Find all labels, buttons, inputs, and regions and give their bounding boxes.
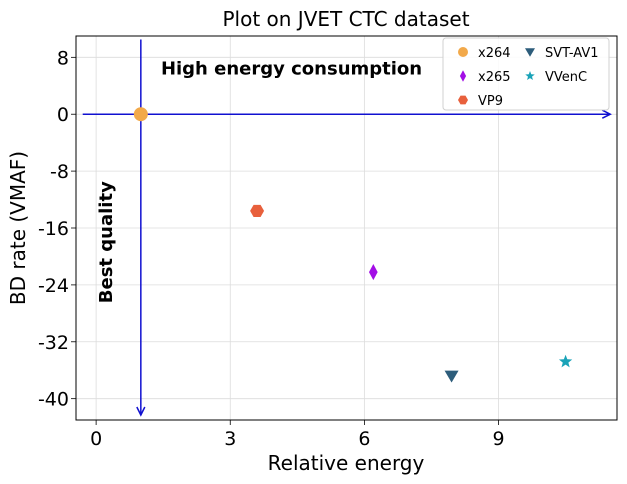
annotations: High energy consumption Best quality — [96, 58, 422, 303]
point-vvenc — [558, 354, 573, 368]
legend-marker-x264 — [458, 47, 468, 57]
x-tick-label: 6 — [358, 428, 370, 450]
legend-label-x264: x264 — [478, 46, 511, 61]
legend-label-svt-av1: SVT-AV1 — [545, 46, 599, 61]
y-axis-label: BD rate (VMAF) — [6, 151, 30, 305]
legend-marker-svt-av1 — [525, 48, 535, 57]
point-svt-av1 — [444, 370, 459, 383]
legend-marker-vvenc — [525, 71, 535, 81]
legend-label-vvenc: VVenC — [545, 70, 587, 85]
x-axis-label: Relative energy — [268, 451, 425, 475]
y-tick-label: 0 — [57, 104, 69, 126]
x-tick-label: 3 — [224, 428, 236, 450]
vertical-arrow-head — [136, 406, 146, 417]
x-tick-label: 9 — [492, 428, 504, 450]
data-points — [133, 107, 573, 383]
y-tick-label: -16 — [38, 218, 69, 240]
annotation-best-quality: Best quality — [96, 181, 117, 303]
legend-marker-x265 — [459, 70, 467, 82]
legend-marker-vp9 — [458, 95, 468, 105]
y-tick-label: -24 — [38, 275, 69, 297]
point-x264 — [133, 107, 148, 122]
axis-arrows — [82, 39, 612, 417]
legend-label-x265: x265 — [478, 70, 511, 85]
axis-ticks: 0 3 6 9 8 0 -8 -16 -24 -32 -40 — [38, 47, 505, 450]
y-tick-label: -8 — [50, 161, 69, 183]
legend-box — [442, 37, 610, 111]
x-tick-label: 0 — [90, 428, 102, 450]
y-tick-label: -32 — [38, 332, 69, 354]
point-x265 — [368, 264, 378, 281]
y-tick-label: 8 — [57, 47, 69, 69]
y-tick-label: -40 — [38, 389, 69, 411]
legend: x264 x265 VP9 SVT-AV1 VVenC — [442, 37, 610, 111]
point-vp9 — [250, 204, 265, 217]
annotation-high-energy: High energy consumption — [161, 58, 422, 79]
chart-title: Plot on JVET CTC dataset — [222, 7, 469, 31]
legend-label-vp9: VP9 — [478, 94, 503, 109]
horizontal-arrow-head — [601, 109, 612, 119]
